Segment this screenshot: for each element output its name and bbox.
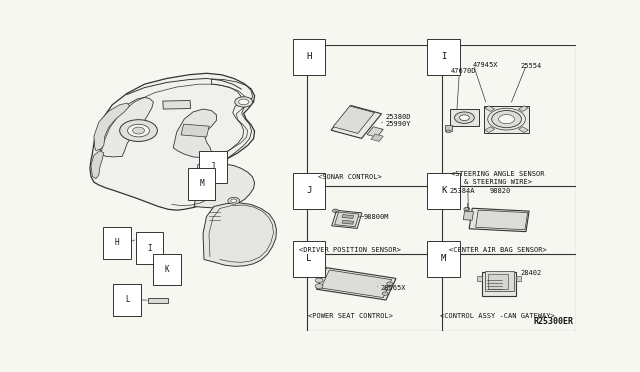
Polygon shape <box>189 173 213 192</box>
Polygon shape <box>367 127 383 137</box>
Polygon shape <box>148 298 168 303</box>
Polygon shape <box>342 215 354 218</box>
Polygon shape <box>203 203 276 266</box>
Text: <STEERING ANGLE SENSOR
& STEERING WIRE>: <STEERING ANGLE SENSOR & STEERING WIRE> <box>451 171 545 185</box>
Text: H: H <box>115 238 120 247</box>
Polygon shape <box>476 210 527 230</box>
Text: J: J <box>211 162 215 171</box>
Circle shape <box>387 282 393 285</box>
Text: H: H <box>307 52 312 61</box>
Circle shape <box>235 97 253 107</box>
Polygon shape <box>331 106 381 138</box>
Text: 98800M: 98800M <box>364 214 389 219</box>
Text: 25990Y: 25990Y <box>381 121 410 129</box>
Circle shape <box>228 197 240 204</box>
Text: M: M <box>441 254 446 263</box>
Text: <DRIVER POSITION SENSOR>: <DRIVER POSITION SENSOR> <box>300 247 401 253</box>
Text: 25380D: 25380D <box>381 114 410 122</box>
Polygon shape <box>181 124 209 137</box>
Polygon shape <box>194 164 255 208</box>
Polygon shape <box>469 208 529 232</box>
Polygon shape <box>463 211 474 220</box>
Text: <POWER SEAT CONTROL>: <POWER SEAT CONTROL> <box>308 313 393 319</box>
Circle shape <box>499 115 515 124</box>
Polygon shape <box>516 276 522 280</box>
Text: 28402: 28402 <box>518 270 541 279</box>
Polygon shape <box>485 127 495 132</box>
Polygon shape <box>445 125 452 131</box>
Circle shape <box>454 112 474 124</box>
Circle shape <box>120 120 157 141</box>
Polygon shape <box>195 172 206 176</box>
Circle shape <box>460 115 469 121</box>
Text: K: K <box>441 186 446 195</box>
Circle shape <box>492 110 522 128</box>
Polygon shape <box>333 106 374 134</box>
Polygon shape <box>484 271 513 291</box>
Circle shape <box>231 199 237 202</box>
Polygon shape <box>518 127 528 132</box>
Polygon shape <box>332 210 362 228</box>
Text: L: L <box>125 295 129 304</box>
Circle shape <box>464 207 470 211</box>
Circle shape <box>127 124 150 137</box>
Circle shape <box>385 287 390 291</box>
Polygon shape <box>484 106 529 133</box>
Polygon shape <box>94 103 129 151</box>
Text: <CENTER AIR BAG SENSOR>: <CENTER AIR BAG SENSOR> <box>449 247 547 253</box>
Polygon shape <box>100 97 154 157</box>
Circle shape <box>315 284 323 288</box>
Polygon shape <box>488 274 508 289</box>
Text: K: K <box>164 265 169 274</box>
Polygon shape <box>91 151 104 179</box>
Circle shape <box>332 209 339 212</box>
Text: <CONTROL ASSY -CAN GATEWAY>: <CONTROL ASSY -CAN GATEWAY> <box>440 313 555 319</box>
Text: L: L <box>125 295 129 304</box>
Polygon shape <box>483 272 516 296</box>
Circle shape <box>132 127 145 134</box>
Polygon shape <box>90 73 255 210</box>
Text: 47945X: 47945X <box>473 62 499 68</box>
Polygon shape <box>335 212 359 227</box>
Polygon shape <box>477 276 482 280</box>
Circle shape <box>446 130 451 133</box>
Polygon shape <box>321 270 392 298</box>
Circle shape <box>382 292 388 295</box>
Polygon shape <box>163 100 191 109</box>
Circle shape <box>239 99 249 105</box>
Polygon shape <box>485 106 495 112</box>
Text: M: M <box>199 179 204 188</box>
Polygon shape <box>342 220 354 224</box>
Text: <SONAR CONTROL>: <SONAR CONTROL> <box>319 174 382 180</box>
Text: I: I <box>147 244 152 253</box>
Text: J: J <box>307 186 312 195</box>
Polygon shape <box>317 267 396 300</box>
Text: 98820: 98820 <box>490 188 511 194</box>
Text: 47670D: 47670D <box>451 68 477 74</box>
Polygon shape <box>371 134 383 141</box>
Text: L: L <box>307 254 312 263</box>
Polygon shape <box>197 164 212 170</box>
Polygon shape <box>173 109 216 157</box>
Text: 25554: 25554 <box>521 63 542 69</box>
Text: R25300ER: R25300ER <box>534 317 573 326</box>
Polygon shape <box>518 106 528 112</box>
Text: I: I <box>441 52 446 61</box>
Text: 28565X: 28565X <box>378 285 406 291</box>
Polygon shape <box>194 161 219 177</box>
Polygon shape <box>450 109 479 126</box>
Circle shape <box>315 278 323 283</box>
Text: 25384A: 25384A <box>449 188 475 194</box>
